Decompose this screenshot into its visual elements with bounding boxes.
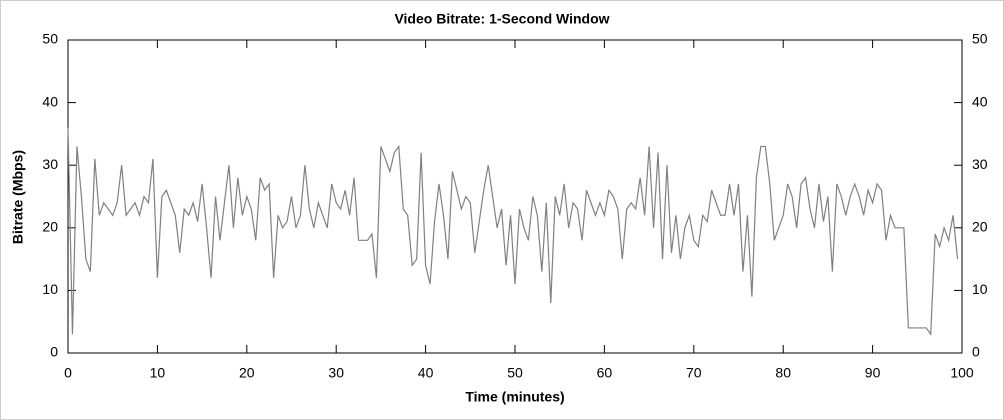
x-tick-label: 80 xyxy=(775,365,791,381)
y-tick-label: 30 xyxy=(42,156,58,172)
x-tick-label: 20 xyxy=(239,365,255,381)
y2-tick-label: 30 xyxy=(972,156,988,172)
y-tick-label: 0 xyxy=(50,344,58,360)
data-line xyxy=(67,127,959,336)
x-tick-label: 90 xyxy=(865,365,881,381)
y-tick-label: 40 xyxy=(42,93,58,109)
y-tick-label: 10 xyxy=(42,281,58,297)
y2-tick-label: 50 xyxy=(972,31,988,47)
y2-tick-label: 10 xyxy=(972,281,988,297)
x-tick-label: 50 xyxy=(507,365,523,381)
y2-tick-label: 40 xyxy=(972,93,988,109)
x-axis-label: Time (minutes) xyxy=(465,389,564,405)
x-tick-label: 60 xyxy=(597,365,613,381)
y-axis-label: Bitrate (Mbps) xyxy=(10,150,26,244)
y-tick-label: 20 xyxy=(42,219,58,235)
y2-tick-label: 20 xyxy=(972,219,988,235)
x-tick-label: 30 xyxy=(328,365,344,381)
x-tick-label: 0 xyxy=(64,365,72,381)
x-tick-label: 10 xyxy=(150,365,166,381)
x-tick-label: 100 xyxy=(950,365,974,381)
chart-title: Video Bitrate: 1-Second Window xyxy=(394,11,609,27)
y-tick-label: 50 xyxy=(42,31,58,47)
x-tick-label: 40 xyxy=(418,365,434,381)
x-tick-label: 70 xyxy=(686,365,702,381)
y2-tick-label: 0 xyxy=(972,344,980,360)
